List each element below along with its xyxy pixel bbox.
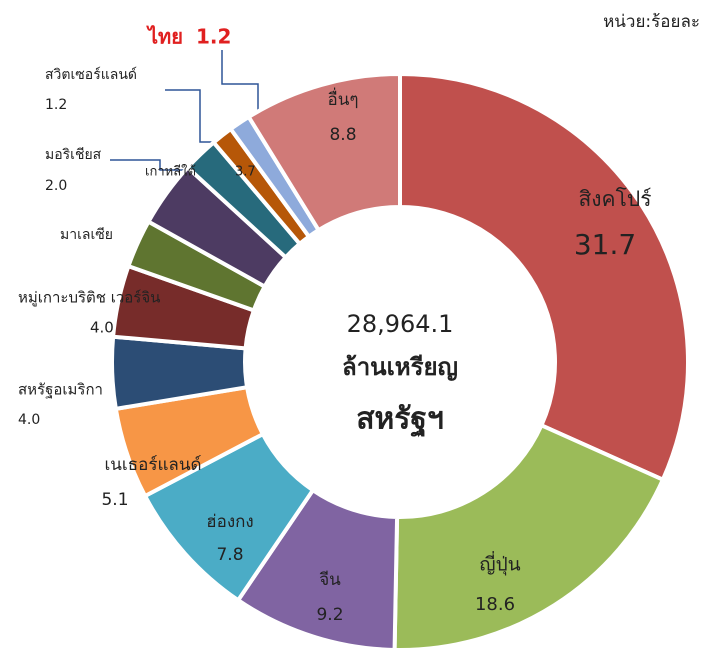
value-label: 5.1 (101, 490, 128, 510)
value-label: 1.2 (196, 25, 231, 49)
value-label: 9.2 (316, 605, 343, 625)
value-label: 4.0 (18, 412, 40, 428)
slice-label: จีน (319, 570, 341, 590)
slice-label: มาเลเซีย (60, 227, 113, 243)
slice-label: อื่นๆ (328, 87, 359, 110)
donut-slice (398, 71, 690, 483)
value-label: 1.2 (45, 97, 67, 113)
slice-label: ไทย (146, 25, 183, 49)
value-label: 3.7 (235, 165, 256, 180)
slice-label: สิงคโปร์ (578, 187, 651, 211)
slice-label: สวิตเซอร์แลนด์ (45, 66, 137, 83)
donut-slice (245, 71, 402, 233)
slice-label: หมู่เกาะบริติช เวอร์จิน (18, 289, 160, 307)
leader-line (221, 50, 259, 118)
center-text: ล้านเหรียญ (342, 353, 458, 381)
center-text: สหรัฐฯ (356, 402, 444, 439)
slice-label: ญี่ปุ่น (479, 551, 520, 577)
value-label: 8.8 (329, 125, 356, 145)
slice-label: ฮ่องกง (206, 512, 253, 532)
value-label: 18.6 (475, 594, 515, 615)
slice-label: สหรัฐอเมริกา (18, 381, 103, 399)
slice-label: มอริเชียส (45, 147, 102, 163)
slice-label: เนเธอร์แลนด์ (105, 455, 202, 475)
value-label: 31.7 (574, 228, 636, 261)
center-text: 28,964.1 (347, 310, 454, 338)
value-label: 7.8 (216, 545, 243, 565)
donut-slice (392, 422, 666, 652)
value-label: 4.0 (90, 319, 114, 337)
slice-label: เกาหลีใต้ (145, 164, 196, 180)
value-label: 2.0 (45, 178, 67, 194)
unit-label: หน่วย:ร้อยละ (603, 12, 700, 32)
